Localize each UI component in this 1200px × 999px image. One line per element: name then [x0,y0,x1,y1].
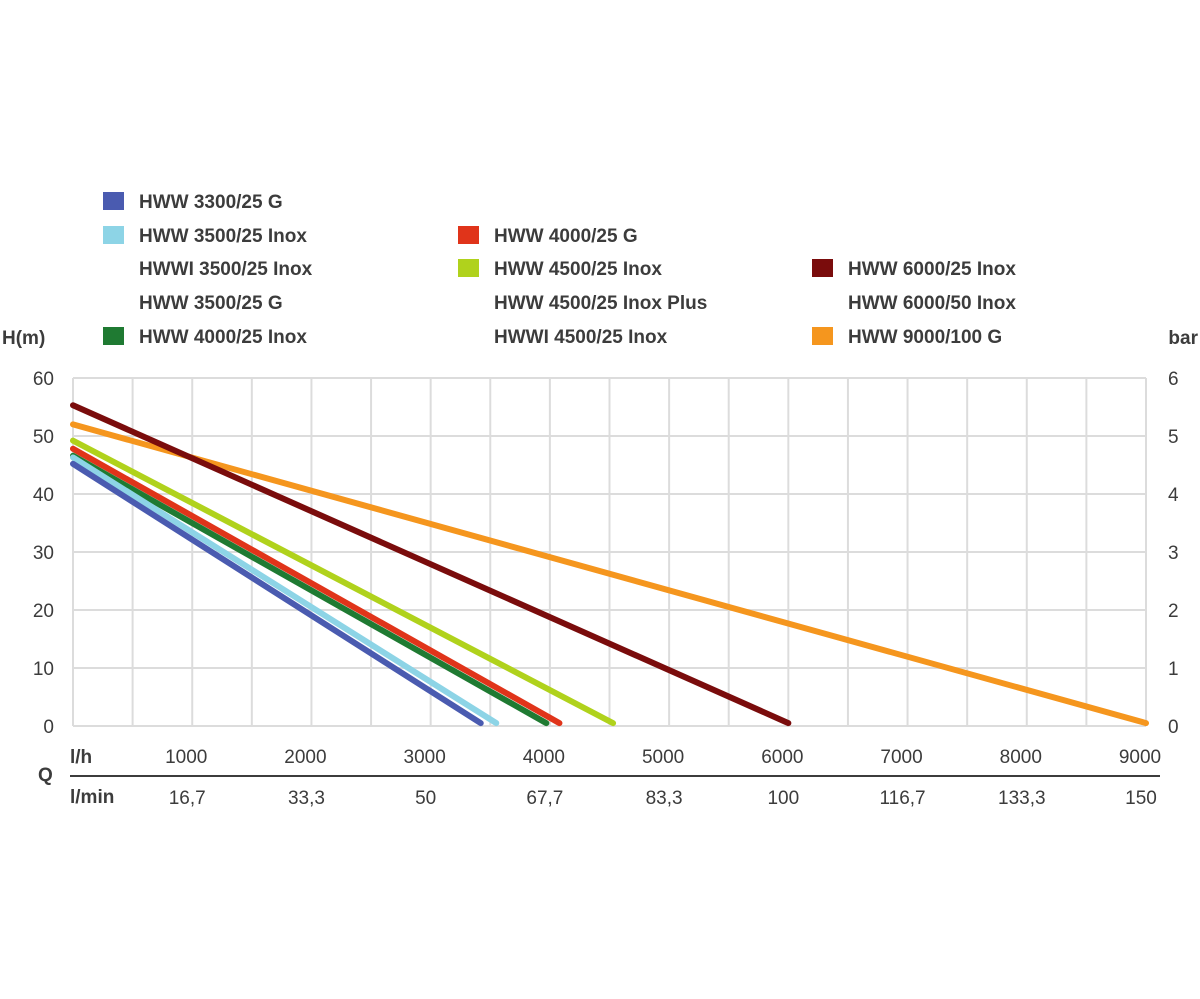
legend-label: HWWI 3500/25 Inox [139,259,313,280]
x-tick-label-top: 6000 [761,747,803,768]
y-tick-label-left: 60 [33,369,54,390]
y-tick-label-right: 5 [1168,427,1179,448]
y-tick-label-right: 3 [1168,543,1179,564]
legend-entry-3: HWW 4000/25 Inox [103,327,307,348]
x-tick-label-top: 4000 [523,747,565,768]
axes: H(m) bar l/h Q l/min [2,328,1199,808]
x-tick-label-bottom: 83,3 [646,788,683,809]
legend-swatch [458,259,479,277]
x-tick-label-top: 8000 [1000,747,1042,768]
y-tick-label-left: 0 [43,717,54,738]
x-tick-label-bottom: 33,3 [288,788,325,809]
legend-entry-2: HWW 3500/25 Inox HWWI 3500/25 Inox HWW 350… [103,226,313,314]
legend-swatch [458,226,479,244]
legend-entry-7: HWW 9000/100 G [812,327,1002,348]
y-tick-label-left: 50 [33,427,54,448]
legend-label: HWW 6000/50 Inox [848,293,1016,314]
series-line-2 [70,402,792,727]
y-tick-label-left: 30 [33,543,54,564]
legend-entry-4: HWW 4000/25 G [458,226,638,247]
legend-label: HWW 3500/25 Inox [139,226,307,247]
y-tick-label-left: 40 [33,485,54,506]
legend-label: HWW 4500/25 Inox [494,259,662,280]
legend-swatch [812,327,833,345]
y-tick-label-right: 4 [1168,485,1179,506]
legend-entry-6: HWW 6000/25 Inox HWW 6000/50 Inox [812,259,1016,314]
legend-label: HWWI 4500/25 Inox [494,327,668,348]
x-tick-label-bottom: 116,7 [879,788,925,809]
x-tick-label-top: 1000 [165,747,207,768]
y-tick-label-right: 6 [1168,369,1179,390]
x-axis-label: Q [38,765,53,786]
legend: HWW 3300/25 G HWW 3500/25 Inox HWWI 3500/2… [103,192,1016,348]
grid [70,377,1160,777]
x-tick-label-bottom: 133,3 [998,788,1046,809]
legend-entry-1: HWW 3300/25 G [103,192,283,213]
x-tick-label-bottom: 16,7 [169,788,206,809]
x-tick-label-bottom: 67,7 [526,788,563,809]
y-tick-label-right: 0 [1168,717,1179,738]
x-tick-label-bottom: 100 [767,788,799,809]
y-tick-label-left: 20 [33,601,54,622]
series-line-3 [70,437,617,727]
legend-swatch [103,192,124,210]
series-line-6 [70,454,500,727]
legend-label: HWW 6000/25 Inox [848,259,1016,280]
legend-entry-5: HWW 4500/25 Inox HWW 4500/25 Inox Plus HWW… [458,259,707,348]
legend-label: HWW 9000/100 G [848,327,1002,348]
legend-swatch [103,226,124,244]
y-tick-label-right: 2 [1168,601,1179,622]
y-tick-label-left: 10 [33,659,54,680]
series-lines [70,402,1149,727]
x-tick-label-top: 5000 [642,747,684,768]
tick-labels: 0 0 10 1 20 2 30 3 40 4 50 5 60 6 1000 16,7 2000 33,3 3000… [33,369,1179,809]
legend-label: HWW 4500/25 Inox Plus [494,293,707,314]
x-tick-label-top: 9000 [1119,747,1161,768]
series-line-4 [70,445,563,727]
x-unit-bottom: l/min [70,787,114,808]
x-tick-label-top: 7000 [880,747,922,768]
legend-label: HWW 4000/25 Inox [139,327,307,348]
series-line-5 [70,452,550,727]
x-tick-label-bottom: 150 [1125,788,1157,809]
x-tick-label-top: 3000 [404,747,446,768]
legend-label: HWW 3500/25 G [139,293,283,314]
legend-swatch [103,327,124,345]
series-line-7 [70,460,484,727]
x-tick-label-top: 2000 [284,747,326,768]
legend-label: HWW 4000/25 G [494,226,638,247]
y-axis-label-left: H(m) [2,328,45,349]
y-tick-label-right: 1 [1168,659,1179,680]
legend-swatch [812,259,833,277]
series-line-1 [70,421,1149,727]
x-tick-label-bottom: 50 [415,788,436,809]
x-unit-top: l/h [70,747,92,768]
y-axis-label-right: bar [1168,328,1198,349]
legend-label: HWW 3300/25 G [139,192,283,213]
